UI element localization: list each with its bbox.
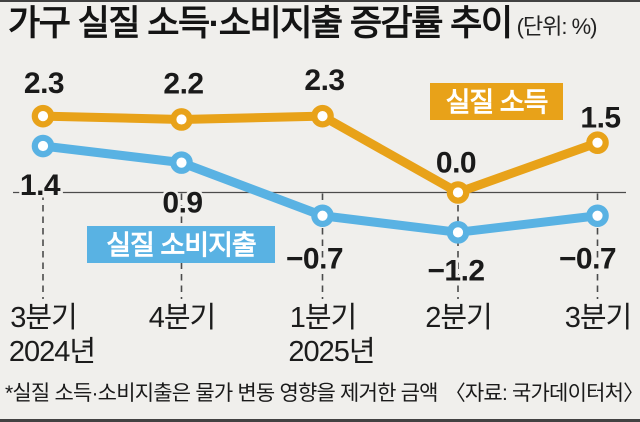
income-point-3 (446, 181, 470, 204)
spending-value-label-1: 0.9 (162, 187, 202, 220)
x-tick-label-4: 3분기 (565, 302, 632, 334)
x-year-label-2: 2025년 (288, 336, 374, 368)
x-tick-label-1: 4분기 (149, 302, 216, 334)
income-value-label-3: 0.0 (436, 147, 476, 180)
chart-title: 가구 실질 소득·소비지출 증감률 추이 (8, 4, 513, 43)
x-tick-label-0: 3분기 (10, 302, 77, 334)
spending-value-label-4: −0.7 (559, 243, 616, 276)
income-point-1 (170, 108, 193, 131)
spending-point-4 (586, 204, 609, 228)
x-tick-label-3: 2분기 (425, 302, 492, 334)
top-crop-bar (0, 0, 640, 2)
chart-footnote: *실질 소득·소비지출은 물가 변동 영향을 제거한 금액 〈자료: 국가데이터… (5, 377, 640, 407)
chart-header: 가구 실질 소득·소비지출 증감률 추이 (단위: %) (8, 4, 638, 44)
income-value-label-4: 1.5 (580, 102, 620, 135)
spending-value-label-0: 1.4 (20, 169, 61, 202)
bottom-crop-bar (0, 419, 640, 422)
x-year-label-0: 2024년 (9, 336, 95, 368)
spending-value-label-2: −0.7 (286, 243, 343, 276)
footnote-text: *실질 소득·소비지출은 물가 변동 영향을 제거한 금액 (5, 382, 439, 405)
income-point-0 (31, 104, 55, 128)
income-value-label-0: 2.3 (24, 67, 64, 100)
spending-point-3 (446, 221, 470, 244)
source-text: 〈자료: 국가데이터처〉 (444, 382, 640, 405)
income-legend-label: 실질 소득 (446, 88, 548, 118)
spending-point-0 (31, 134, 55, 158)
unit-label: (단위: %) (516, 14, 598, 40)
x-tick-label-2: 1분기 (290, 302, 357, 334)
spending-legend-label: 실질 소비지출 (106, 231, 256, 261)
spending-point-1 (170, 151, 193, 174)
income-legend-badge (430, 83, 563, 120)
income-value-label-2: 2.3 (304, 64, 344, 97)
income-point-4 (586, 131, 609, 154)
spending-value-label-3: −1.2 (427, 254, 484, 287)
income-point-2 (311, 104, 334, 128)
spending-legend-badge (87, 226, 275, 263)
spending-point-2 (311, 204, 334, 228)
income-value-label-1: 2.2 (163, 67, 203, 100)
